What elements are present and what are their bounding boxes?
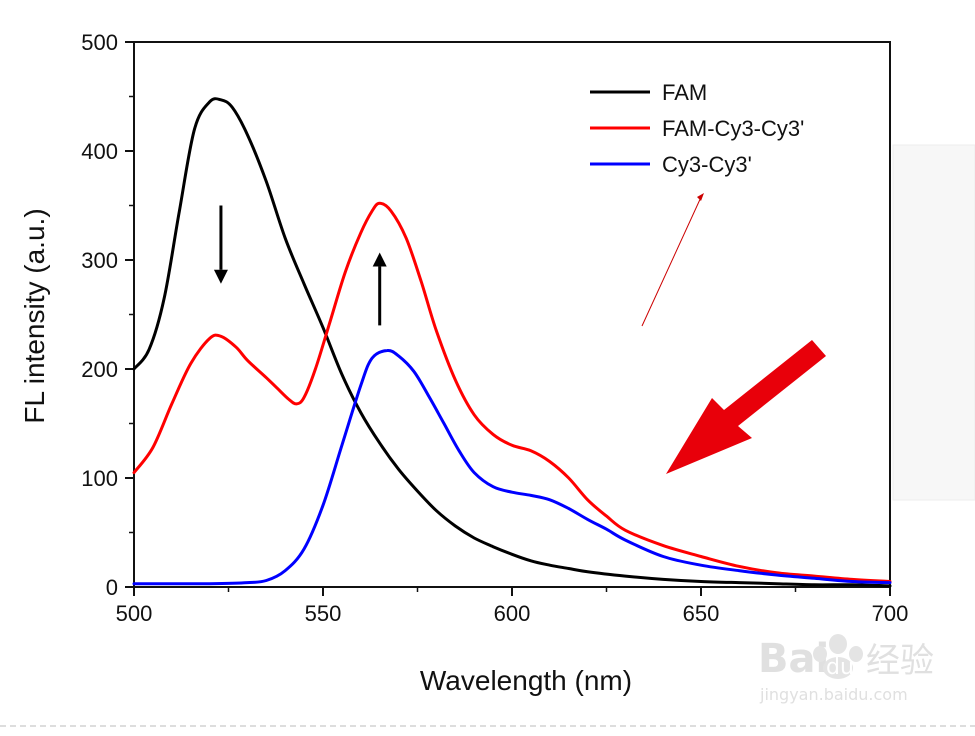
watermark-brand-suffix: du — [826, 655, 854, 680]
x-tick-label: 650 — [683, 601, 720, 626]
legend-label-fam: FAM — [662, 80, 707, 105]
y-tick-label: 300 — [81, 248, 118, 273]
watermark-product: 经验 — [866, 641, 934, 681]
paw-icon — [813, 634, 863, 679]
y-axis: 0 100 200 300 400 500 — [81, 30, 134, 600]
legend-label-fam-cy3-cy3: FAM-Cy3-Cy3' — [662, 116, 804, 141]
annotation-layer — [213, 205, 387, 326]
x-tick-label: 700 — [872, 601, 909, 626]
x-tick-label: 550 — [305, 601, 342, 626]
y-tick-label: 100 — [81, 466, 118, 491]
y-tick-label: 500 — [81, 30, 118, 55]
x-axis: 500 550 600 650 700 — [116, 587, 909, 626]
y-tick-label: 0 — [106, 575, 118, 600]
series-line-1 — [132, 201, 892, 583]
legend: FAM FAM-Cy3-Cy3' Cy3-Cy3' — [590, 80, 804, 177]
series-line-2 — [132, 348, 892, 586]
thin-pointer-arrow — [641, 193, 704, 327]
series-line-0 — [132, 97, 892, 588]
x-axis-title: Wavelength (nm) — [420, 665, 632, 696]
background-panel — [892, 144, 975, 501]
big-red-arrow — [666, 340, 826, 474]
x-tick-label: 500 — [116, 601, 153, 626]
y-tick-label: 400 — [81, 139, 118, 164]
legend-label-cy3-cy3: Cy3-Cy3' — [662, 152, 752, 177]
y-axis-title: FL intensity (a.u.) — [19, 208, 50, 423]
annotation-arrow-head-1 — [372, 252, 387, 267]
x-tick-label: 600 — [494, 601, 531, 626]
y-tick-label: 200 — [81, 357, 118, 382]
annotation-arrow-head-0 — [213, 269, 228, 284]
baidu-watermark: Bai du 经验 jingyan.baidu.com — [758, 634, 934, 704]
watermark-url: jingyan.baidu.com — [759, 685, 908, 704]
series-layer — [132, 97, 892, 588]
